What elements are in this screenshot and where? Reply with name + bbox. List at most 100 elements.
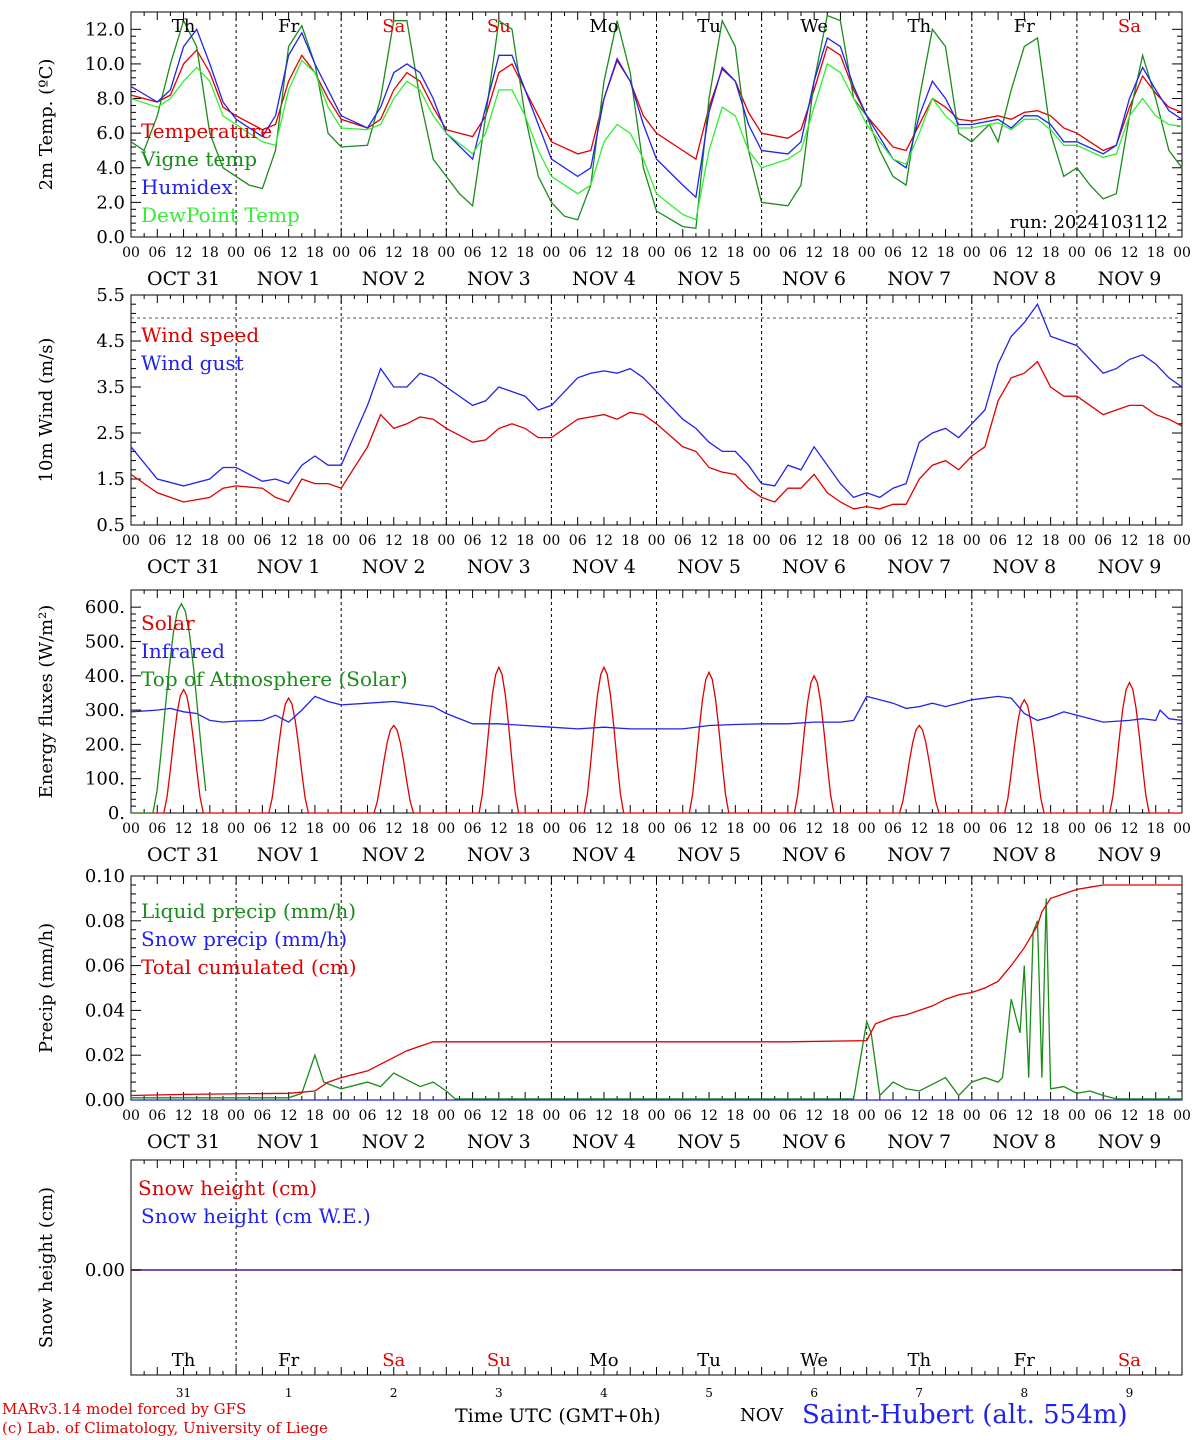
hour-tick-label: 00: [648, 245, 666, 261]
hour-tick-label: 18: [726, 533, 744, 549]
hour-tick-label: 18: [516, 533, 534, 549]
day-number: 3: [495, 1386, 503, 1400]
hour-tick-label: 06: [359, 1108, 377, 1124]
series-line: [131, 665, 1182, 814]
hour-tick-label: 12: [385, 821, 403, 837]
hour-tick-label: 00: [332, 821, 350, 837]
hour-tick-label: 12: [700, 821, 718, 837]
hour-tick-label: 12: [1121, 1108, 1139, 1124]
date-label: NOV 8: [992, 844, 1056, 866]
hour-tick-label: 00: [858, 245, 876, 261]
date-label: NOV 4: [572, 556, 636, 578]
weekday-label: Sa: [1118, 1350, 1141, 1371]
hour-tick-label: 06: [359, 533, 377, 549]
hour-tick-label: 06: [779, 821, 797, 837]
hour-tick-label: 18: [516, 245, 534, 261]
weekday-label: Su: [487, 1350, 511, 1371]
hour-tick-label: 00: [1068, 821, 1086, 837]
hour-tick-label: 12: [385, 1108, 403, 1124]
y-tick-label: 12.0: [85, 19, 125, 40]
hour-tick-label: 06: [779, 245, 797, 261]
series-line: [130, 695, 1183, 730]
hour-tick-label: 18: [516, 821, 534, 837]
hour-tick-label: 06: [464, 245, 482, 261]
hour-tick-label: 06: [253, 245, 271, 261]
hour-tick-label: 18: [1147, 1108, 1165, 1124]
hour-tick-label: 18: [1042, 245, 1060, 261]
date-label: NOV 3: [467, 844, 531, 866]
hour-tick-label: 06: [253, 533, 271, 549]
hour-tick-label: 06: [1094, 1108, 1112, 1124]
date-label: NOV 4: [572, 268, 636, 290]
hour-tick-label: 00: [227, 1108, 245, 1124]
hour-tick-label: 00: [542, 533, 560, 549]
weekday-label: Mo: [589, 16, 618, 37]
hour-tick-label: 18: [621, 821, 639, 837]
y-axis-label: 10m Wind (m/s): [36, 338, 57, 483]
day-number: 7: [915, 1386, 923, 1400]
date-label: NOV 8: [992, 268, 1056, 290]
hour-tick-label: 00: [437, 533, 455, 549]
hour-tick-label: 18: [937, 1108, 955, 1124]
day-number: 31: [176, 1386, 191, 1400]
hour-tick-label: 12: [1015, 821, 1033, 837]
date-label: NOV 4: [572, 844, 636, 866]
y-tick-label: 500.: [85, 631, 125, 652]
hour-tick-label: 12: [805, 533, 823, 549]
hour-tick-label: 18: [411, 245, 429, 261]
hour-tick-label: 06: [1094, 821, 1112, 837]
hour-tick-label: 12: [910, 821, 928, 837]
weekday-label: Fr: [278, 1350, 299, 1371]
hour-tick-label: 18: [306, 821, 324, 837]
run-label: run: 2024103112: [1010, 212, 1168, 233]
series-line: [131, 602, 207, 814]
hour-tick-label: 00: [648, 821, 666, 837]
date-label: NOV 7: [887, 844, 951, 866]
y-tick-label: 0.04: [85, 1000, 125, 1021]
hour-tick-label: 12: [385, 533, 403, 549]
hour-tick-label: 06: [464, 821, 482, 837]
date-label: NOV 1: [257, 1131, 321, 1153]
y-tick-label: 0.10: [85, 866, 125, 887]
weekday-label: Fr: [1014, 16, 1035, 37]
panel-4: 0.00 0.02 0.04 0.06 0.08 0.10 Precip (mm/h) Liq…: [36, 866, 1191, 1153]
hour-tick-label: 12: [280, 245, 298, 261]
panel-3: 0. 100. 200. 300. 400. 500. 600. Energy fluxes …: [36, 589, 1191, 866]
y-tick-label: 10.0: [85, 54, 125, 75]
day-number: 4: [600, 1386, 608, 1400]
hour-tick-label: 06: [989, 1108, 1007, 1124]
hour-tick-label: 06: [989, 245, 1007, 261]
hour-tick-label: 18: [937, 533, 955, 549]
hour-tick-label: 12: [1121, 821, 1139, 837]
hour-tick-label: 00: [963, 1108, 981, 1124]
hour-tick-label: 06: [1094, 245, 1112, 261]
date-label: OCT 31: [147, 1131, 220, 1153]
date-label: NOV 7: [887, 268, 951, 290]
hour-tick-label: 18: [201, 1108, 219, 1124]
weekday-label: Sa: [382, 16, 405, 37]
hour-tick-label: 12: [1121, 245, 1139, 261]
legend-entry: Wind speed: [141, 323, 259, 347]
hour-tick-label: 00: [122, 1108, 140, 1124]
hour-tick-label: 18: [621, 245, 639, 261]
date-label: NOV 8: [992, 556, 1056, 578]
weekday-label: Sa: [1118, 16, 1141, 37]
date-label: NOV 3: [467, 556, 531, 578]
hour-tick-label: 18: [1147, 533, 1165, 549]
hour-tick-label: 12: [1015, 245, 1033, 261]
legend-entry: Humidex: [141, 175, 233, 199]
y-tick-label: 0.: [108, 803, 125, 824]
weekday-label: Th: [907, 1350, 931, 1371]
hour-tick-label: 06: [569, 821, 587, 837]
hour-tick-label: 18: [411, 1108, 429, 1124]
date-label: NOV 2: [362, 556, 426, 578]
hour-tick-label: 06: [464, 533, 482, 549]
hour-tick-label: 18: [516, 1108, 534, 1124]
series-line: [130, 59, 1183, 221]
hour-tick-label: 06: [359, 821, 377, 837]
hour-tick-label: 00: [542, 245, 560, 261]
hour-tick-label: 00: [542, 821, 560, 837]
hour-tick-label: 00: [1068, 245, 1086, 261]
hour-tick-label: 12: [1121, 533, 1139, 549]
